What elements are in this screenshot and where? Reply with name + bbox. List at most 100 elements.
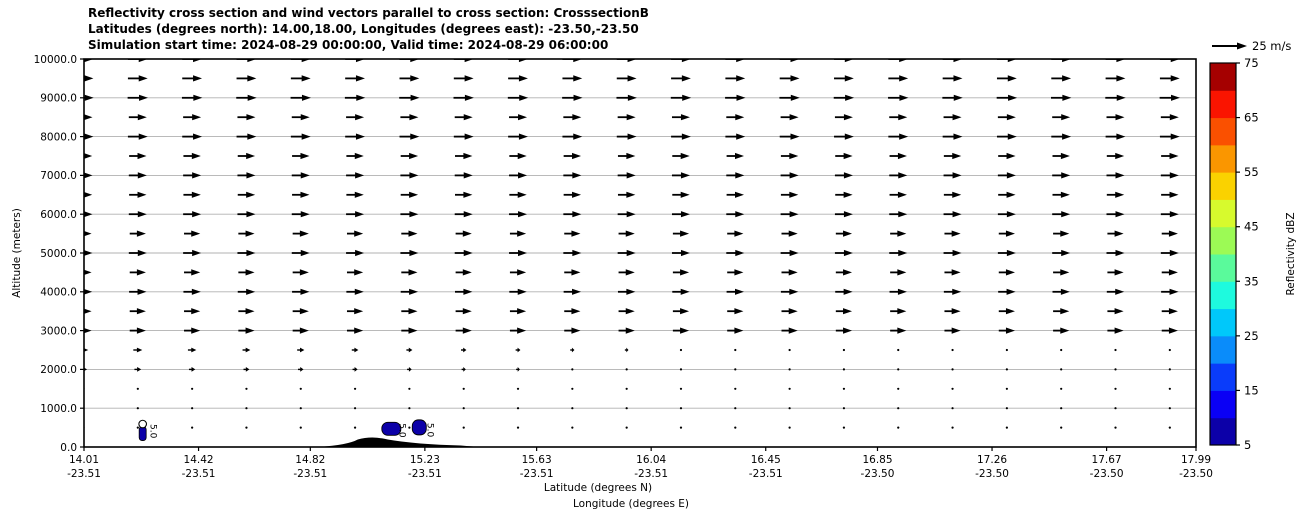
wind-dot — [191, 407, 194, 410]
wind-dot — [462, 407, 465, 410]
wind-dot — [245, 387, 248, 390]
wind-arrow-head — [1170, 133, 1180, 140]
wind-dot — [191, 387, 194, 390]
wind-arrow-head — [1116, 94, 1126, 101]
wind-arrow-head — [245, 230, 255, 237]
wind-arrow-head — [788, 230, 798, 237]
wind-arrow-head — [245, 269, 255, 276]
wind-arrow-head — [626, 191, 636, 198]
wind-arrow-head — [408, 347, 413, 353]
wind-arrow-head — [191, 288, 201, 295]
wind-arrow-head — [193, 133, 203, 140]
wind-arrow-head — [300, 288, 310, 295]
wind-arrow-head — [517, 367, 520, 372]
wind-arrow-head — [354, 347, 359, 353]
wind-arrow-head — [1114, 230, 1124, 237]
wind-dot — [245, 426, 248, 429]
wind-arrow-head — [299, 269, 309, 276]
wind-dot — [734, 387, 737, 390]
wind-arrow-head — [408, 367, 412, 372]
colorbar-segment — [1210, 390, 1236, 419]
wind-arrow-head — [627, 75, 637, 82]
wind-arrow-head — [409, 152, 419, 160]
wind-arrow-head — [898, 249, 908, 257]
wind-dot — [734, 368, 737, 371]
x-tick-label-latitude: 14.82 — [295, 454, 325, 466]
wind-arrow-head — [464, 133, 474, 140]
wind-arrow-head — [573, 94, 583, 101]
wind-arrow-head — [571, 269, 581, 276]
x-tick-label-longitude: -23.51 — [408, 468, 442, 480]
wind-arrow-head — [462, 269, 472, 276]
wind-dot — [1114, 407, 1117, 410]
wind-arrow-head — [1005, 308, 1015, 315]
colorbar-segment — [1210, 281, 1236, 310]
wind-arrow-head — [625, 327, 635, 334]
wind-arrow-head — [137, 152, 147, 160]
wind-dot — [1060, 368, 1063, 371]
wind-arrow-head — [1060, 288, 1070, 295]
wind-dot — [353, 387, 357, 390]
wind-arrow-head — [246, 152, 256, 160]
wind-arrow-head — [84, 288, 93, 295]
wind-dot — [1114, 387, 1117, 390]
wind-arrow-head — [572, 152, 582, 160]
x-tick-label-latitude: 14.01 — [69, 454, 99, 466]
x-tick-label-latitude: 16.85 — [862, 454, 892, 466]
wind-arrow-head — [462, 308, 472, 315]
wind-arrow-head — [300, 172, 310, 179]
wind-arrow-head — [517, 191, 527, 198]
wind-dot — [571, 407, 574, 410]
wind-dot — [679, 368, 683, 371]
wind-arrow-head — [680, 327, 690, 334]
wind-arrow-head — [1115, 249, 1125, 257]
colorbar-tick-label: 55 — [1244, 165, 1259, 179]
wind-arrow-head — [626, 114, 636, 121]
wind-arrow-head — [301, 94, 311, 101]
x-tick-label-longitude: -23.51 — [293, 468, 327, 480]
wind-arrow-head — [951, 308, 961, 315]
wind-arrow-head — [734, 269, 744, 276]
wind-arrow-head — [84, 250, 93, 256]
wind-dot — [842, 368, 846, 371]
wind-arrow-head — [191, 269, 201, 276]
wind-arrow-head — [1115, 114, 1125, 121]
wind-arrow-head — [246, 191, 256, 198]
wind-arrow-head — [843, 288, 853, 295]
wind-dot — [462, 387, 465, 390]
wind-dot — [353, 407, 357, 410]
colorbar-tick-label: 15 — [1244, 383, 1259, 397]
y-tick-label: 5000.0 — [40, 248, 77, 260]
wind-dot — [897, 368, 900, 371]
wind-dot — [408, 387, 411, 390]
wind-arrow-head — [518, 133, 528, 140]
x-tick-label-latitude: 15.63 — [522, 454, 552, 466]
wind-arrow-head — [573, 133, 583, 140]
wind-arrow-head — [734, 288, 744, 295]
wind-arrow-head — [1169, 191, 1179, 198]
wind-arrow-head — [898, 172, 908, 179]
y-tick-label: 3000.0 — [40, 325, 77, 337]
y-tick-label: 6000.0 — [40, 209, 77, 221]
wind-arrow-head — [245, 308, 255, 315]
wind-arrow-head — [1169, 114, 1179, 121]
wind-arrow-head — [84, 211, 93, 218]
wind-dot — [516, 387, 520, 390]
wind-arrow-head — [518, 172, 528, 179]
wind-arrow-head — [463, 367, 466, 372]
wind-arrow-head — [1168, 230, 1178, 237]
wind-dot — [625, 426, 628, 429]
wind-arrow-head — [1005, 230, 1015, 237]
wind-arrow-head — [191, 327, 201, 334]
wind-arrow-head — [410, 75, 420, 82]
chart-subtitle-latlon: Latitudes (degrees north): 14.00,18.00, … — [88, 22, 639, 36]
wind-arrow-head — [137, 367, 142, 372]
wind-dot — [191, 426, 194, 429]
x-tick-label-longitude: -23.51 — [634, 468, 668, 480]
wind-dot — [571, 426, 574, 429]
wind-arrow-head — [1008, 94, 1018, 101]
wind-arrow-head — [518, 75, 528, 82]
wind-arrow-head — [1168, 269, 1178, 276]
wind-dot — [951, 368, 954, 371]
wind-arrow-head — [734, 230, 744, 237]
